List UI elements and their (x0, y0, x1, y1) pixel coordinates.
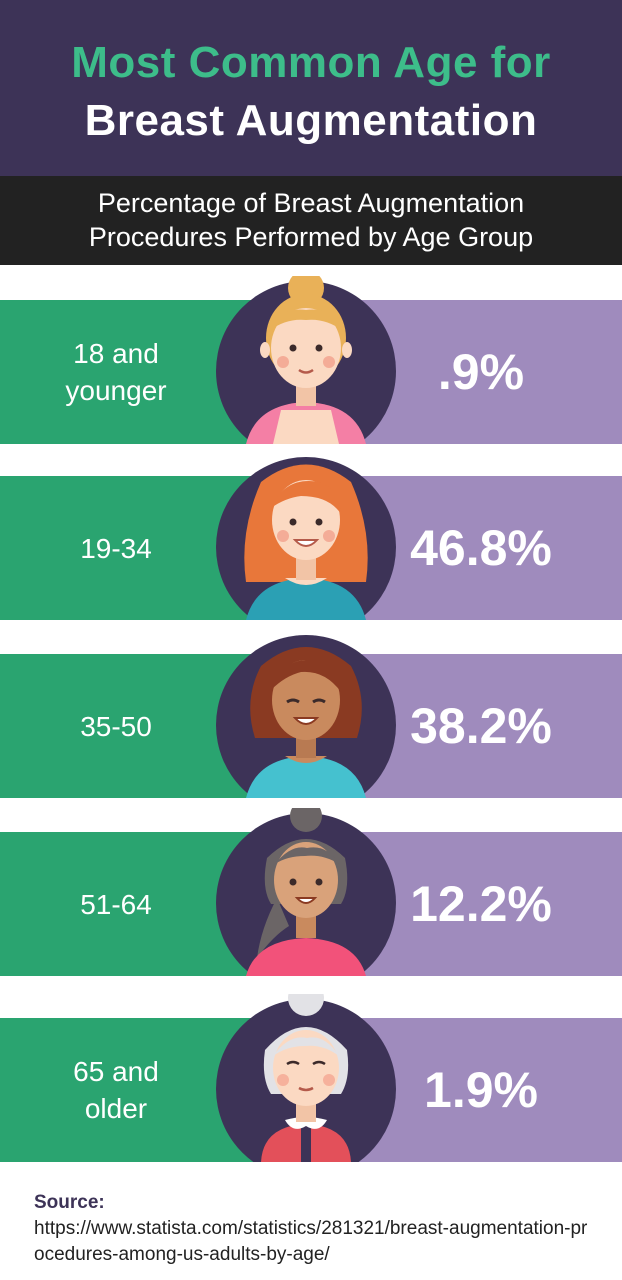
percentage-value: .9% (437, 344, 525, 400)
age-row: 19-34 46.8% (0, 457, 622, 620)
age-row: 35-50 38.2% (0, 635, 622, 798)
subtitle-line-2: Procedures Performed by Age Group (88, 222, 534, 252)
source-url[interactable]: https://www.statista.com/statistics/2813… (34, 1218, 588, 1265)
age-row: 65 and older 1.9% (0, 994, 622, 1162)
elderly-woman-avatar (216, 994, 396, 1162)
subtitle-line-1: Percentage of Breast Augmentation (97, 188, 525, 218)
source-label: Source: (34, 1192, 105, 1213)
title-line-2: Breast Augmentation (84, 96, 538, 145)
subheader: Percentage of Breast Augmentation Proced… (0, 176, 622, 265)
redhead-woman-avatar (216, 457, 396, 620)
age-label: 51-64 (80, 888, 152, 920)
brunette-woman-avatar (216, 635, 396, 798)
source-block: Source: https://www.statista.com/statist… (34, 1192, 594, 1268)
header: Most Common Age for Breast Augmentation (0, 0, 622, 176)
title-line-1: Most Common Age for (71, 38, 551, 87)
percentage-value: 12.2% (410, 876, 552, 932)
age-label: 19-34 (80, 532, 152, 564)
percentage-value: 1.9% (424, 1062, 538, 1118)
age-label: 65 and older (73, 1056, 159, 1124)
age-row: 18 and younger .9% (0, 276, 622, 444)
age-row: 51-64 12.2% (0, 808, 622, 976)
age-label: 35-50 (80, 710, 152, 742)
gray-hair-woman-avatar (216, 808, 396, 976)
young-woman-bun-avatar (216, 276, 396, 444)
percentage-value: 38.2% (410, 698, 552, 754)
age-label: 18 and younger (65, 338, 167, 406)
percentage-value: 46.8% (410, 520, 552, 576)
